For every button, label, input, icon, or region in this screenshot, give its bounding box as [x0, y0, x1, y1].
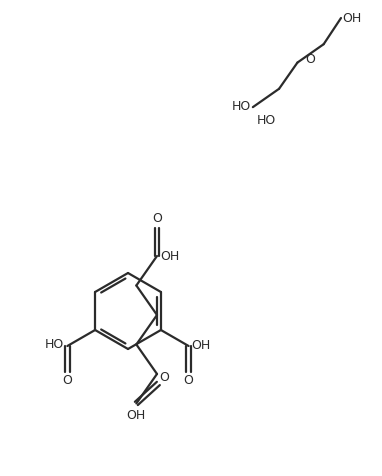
Text: HO: HO	[45, 338, 65, 351]
Text: O: O	[62, 374, 72, 387]
Text: OH: OH	[342, 11, 361, 24]
Text: HO: HO	[257, 114, 276, 127]
Text: O: O	[159, 371, 169, 384]
Text: OH: OH	[127, 409, 146, 422]
Text: OH: OH	[160, 249, 179, 262]
Text: O: O	[152, 212, 162, 226]
Text: HO: HO	[231, 99, 251, 113]
Text: O: O	[306, 53, 315, 66]
Text: OH: OH	[192, 338, 211, 351]
Text: O: O	[184, 374, 194, 387]
